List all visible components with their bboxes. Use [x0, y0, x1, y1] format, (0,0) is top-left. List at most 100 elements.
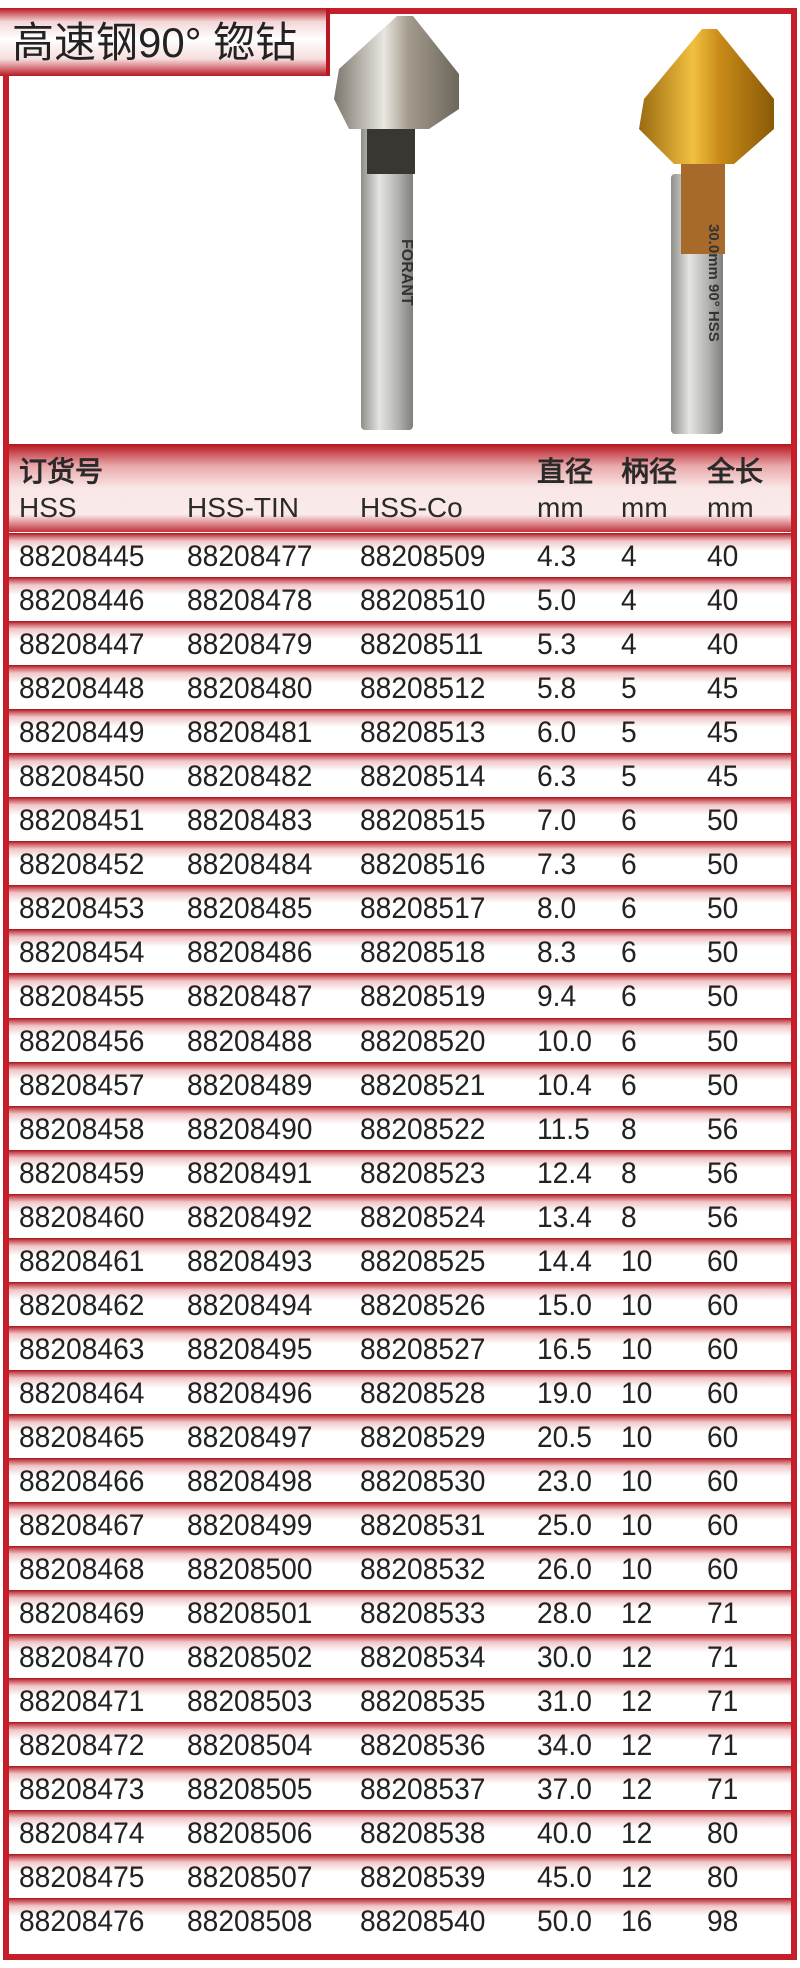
- shank-diameter-cell: 8: [621, 1112, 637, 1146]
- hss-tin-order-no-cell: 88208484: [187, 848, 313, 882]
- hss-order-no-cell: 88208460: [19, 1200, 145, 1234]
- hss-tin-order-no-cell: 88208494: [187, 1288, 313, 1322]
- diameter-cell: 37.0: [537, 1773, 592, 1807]
- table-row: 88208473 88208505 88208537 37.0 12 71: [9, 1766, 791, 1811]
- shank-diameter-cell: 10: [621, 1332, 653, 1366]
- hss-tin-order-no-cell: 88208496: [187, 1376, 313, 1410]
- diameter-cell: 15.0: [537, 1288, 592, 1322]
- hss-order-no-cell: 88208461: [19, 1244, 145, 1278]
- header-unit-shank: mm: [621, 492, 668, 523]
- overall-length-cell: 50: [707, 848, 739, 882]
- overall-length-cell: 71: [707, 1685, 739, 1719]
- overall-length-cell: 60: [707, 1376, 739, 1410]
- hss-tin-order-no-cell: 88208478: [187, 584, 313, 618]
- hss-tin-order-no-cell: 88208506: [187, 1817, 313, 1851]
- table-row: 88208457 88208489 88208521 10.4 6 50: [9, 1061, 791, 1106]
- hss-order-no-cell: 88208475: [19, 1861, 145, 1895]
- shank-diameter-cell: 6: [621, 980, 637, 1014]
- hss-co-order-no-cell: 88208511: [360, 628, 484, 662]
- shank-diameter-cell: 10: [621, 1420, 653, 1454]
- overall-length-cell: 60: [707, 1509, 739, 1543]
- shank-diameter-cell: 5: [621, 760, 637, 794]
- hss-co-order-no-cell: 88208523: [360, 1156, 486, 1190]
- overall-length-cell: 80: [707, 1861, 739, 1895]
- overall-length-cell: 56: [707, 1156, 739, 1190]
- hss-tin-order-no-cell: 88208497: [187, 1420, 313, 1454]
- overall-length-cell: 56: [707, 1200, 739, 1234]
- table-header: 订货号 直径 柄径 全长 HSS HSS-TIN HSS-Co mm mm mm: [9, 444, 791, 532]
- hss-order-no-cell: 88208451: [19, 804, 145, 838]
- hss-co-order-no-cell: 88208510: [360, 584, 486, 618]
- overall-length-cell: 40: [707, 628, 739, 662]
- hss-co-order-no-cell: 88208514: [360, 760, 486, 794]
- hss-tin-order-no-cell: 88208479: [187, 628, 313, 662]
- overall-length-cell: 50: [707, 936, 739, 970]
- hss-co-order-no-cell: 88208527: [360, 1332, 486, 1366]
- table-row: 88208472 88208504 88208536 34.0 12 71: [9, 1722, 791, 1767]
- hss-co-order-no-cell: 88208537: [360, 1773, 486, 1807]
- table-row: 88208469 88208501 88208533 28.0 12 71: [9, 1590, 791, 1635]
- hss-tin-order-no-cell: 88208492: [187, 1200, 313, 1234]
- diameter-cell: 25.0: [537, 1509, 592, 1543]
- hss-co-order-no-cell: 88208518: [360, 936, 486, 970]
- header-hss: HSS: [19, 492, 77, 523]
- shank-diameter-cell: 10: [621, 1553, 653, 1587]
- hss-order-no-cell: 88208454: [19, 936, 145, 970]
- hss-co-order-no-cell: 88208515: [360, 804, 486, 838]
- table-row: 88208474 88208506 88208538 40.0 12 80: [9, 1810, 791, 1855]
- table-row: 88208456 88208488 88208520 10.0 6 50: [9, 1017, 791, 1062]
- hss-tin-order-no-cell: 88208488: [187, 1024, 313, 1058]
- table-row: 88208450 88208482 88208514 6.3 5 45: [9, 753, 791, 798]
- table-row: 88208464 88208496 88208528 19.0 10 60: [9, 1369, 791, 1414]
- diameter-cell: 12.4: [537, 1156, 592, 1190]
- diameter-cell: 20.5: [537, 1420, 592, 1454]
- hss-co-order-no-cell: 88208529: [360, 1420, 486, 1454]
- table-row: 88208452 88208484 88208516 7.3 6 50: [9, 841, 791, 886]
- table-body: 88208445 88208477 88208509 4.3 4 40 88208446 88…: [9, 533, 791, 1943]
- header-diameter: 直径: [537, 456, 594, 487]
- table-row: 88208459 88208491 88208523 12.4 8 56: [9, 1149, 791, 1194]
- hss-tin-order-no-cell: 88208477: [187, 540, 313, 573]
- table-row: 88208449 88208481 88208513 6.0 5 45: [9, 709, 791, 754]
- overall-length-cell: 56: [707, 1112, 739, 1146]
- table-row: 88208465 88208497 88208529 20.5 10 60: [9, 1413, 791, 1458]
- title-banner: 高速钢90° 锪钻: [0, 8, 330, 76]
- hss-order-no-cell: 88208452: [19, 848, 145, 882]
- overall-length-cell: 50: [707, 1024, 739, 1058]
- diameter-cell: 19.0: [537, 1376, 592, 1410]
- hss-order-no-cell: 88208473: [19, 1773, 145, 1807]
- diameter-cell: 28.0: [537, 1597, 592, 1631]
- hss-order-no-cell: 88208462: [19, 1288, 145, 1322]
- diameter-cell: 30.0: [537, 1641, 592, 1675]
- header-unit-length: mm: [707, 492, 754, 523]
- hss-co-order-no-cell: 88208535: [360, 1685, 486, 1719]
- table-row: 88208463 88208495 88208527 16.5 10 60: [9, 1325, 791, 1370]
- shank-diameter-cell: 10: [621, 1244, 653, 1278]
- hss-tin-order-no-cell: 88208501: [187, 1597, 313, 1631]
- table-row: 88208471 88208503 88208535 31.0 12 71: [9, 1678, 791, 1723]
- table-row: 88208476 88208508 88208540 50.0 16 98: [9, 1898, 791, 1943]
- hss-tin-order-no-cell: 88208489: [187, 1068, 313, 1102]
- hss-co-order-no-cell: 88208519: [360, 980, 486, 1014]
- diameter-cell: 6.0: [537, 716, 577, 750]
- hss-tin-order-no-cell: 88208500: [187, 1553, 313, 1587]
- hss-co-order-no-cell: 88208517: [360, 892, 486, 926]
- overall-length-cell: 60: [707, 1553, 739, 1587]
- overall-length-cell: 45: [707, 716, 739, 750]
- hss-order-no-cell: 88208467: [19, 1509, 145, 1543]
- hss-tin-order-no-cell: 88208486: [187, 936, 313, 970]
- shank-diameter-cell: 5: [621, 716, 637, 750]
- hss-co-order-no-cell: 88208509: [360, 540, 486, 573]
- hss-tin-order-no-cell: 88208491: [187, 1156, 313, 1190]
- table-row: 88208453 88208485 88208517 8.0 6 50: [9, 885, 791, 930]
- hss-order-no-cell: 88208469: [19, 1597, 145, 1631]
- hss-co-order-no-cell: 88208521: [360, 1068, 486, 1102]
- hss-order-no-cell: 88208457: [19, 1068, 145, 1102]
- table-row: 88208461 88208493 88208525 14.4 10 60: [9, 1237, 791, 1282]
- table-row: 88208455 88208487 88208519 9.4 6 50: [9, 973, 791, 1018]
- hss-order-no-cell: 88208463: [19, 1332, 145, 1366]
- hss-tin-order-no-cell: 88208487: [187, 980, 313, 1014]
- diameter-cell: 5.8: [537, 672, 577, 706]
- hss-co-order-no-cell: 88208528: [360, 1376, 486, 1410]
- table-row: 88208447 88208479 88208511 5.3 4 40: [9, 621, 791, 666]
